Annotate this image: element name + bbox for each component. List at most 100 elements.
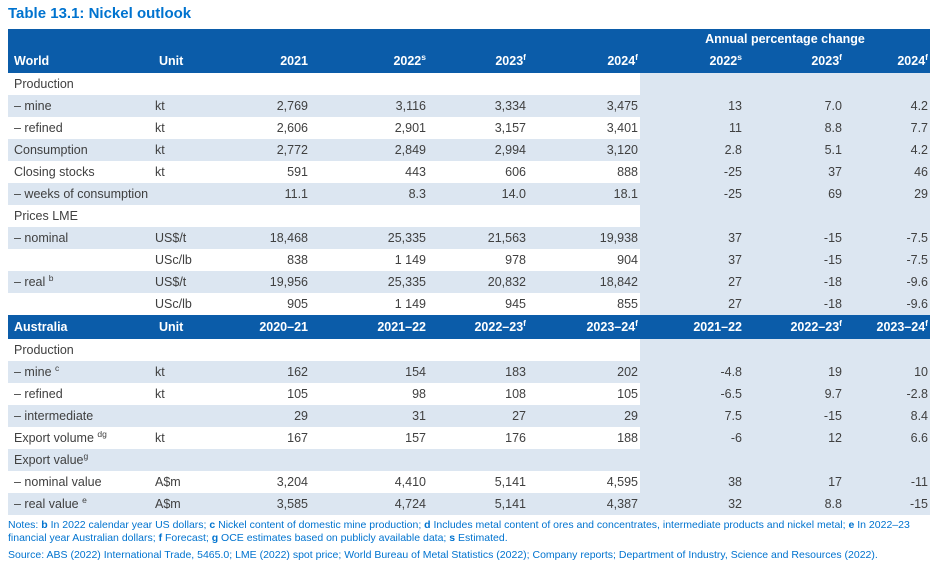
row-label-text: Consumption	[14, 142, 88, 157]
apc-value-text: -6.5	[720, 386, 742, 401]
apc-value-cell: 27	[640, 292, 744, 315]
apc-value-cell	[744, 72, 844, 95]
apc-value-cell: -9.6	[844, 292, 931, 315]
value-cell	[528, 205, 640, 227]
apc-value-text: 29	[914, 186, 929, 201]
unit-text: kt	[155, 120, 165, 135]
value-cell: 4,410	[310, 471, 428, 493]
value-text: 2,901	[394, 120, 426, 135]
apc-value-text: -15	[823, 252, 842, 267]
apc-value-text: 4.2	[910, 142, 929, 157]
table-row: Export volume dg kt 167 157 176 188 -6 12 6.6	[8, 426, 931, 449]
value-cell: 202	[528, 360, 640, 383]
apc-value-cell	[844, 204, 931, 227]
value-text: 108	[505, 386, 526, 401]
apc-value-cell: 9.7	[744, 382, 844, 405]
note-text: Notes:	[8, 518, 42, 531]
apc-value-cell: 2.8	[640, 138, 744, 161]
value-text: 855	[617, 296, 638, 311]
value-cell: 888	[528, 161, 640, 183]
apc-value-cell: -11	[844, 470, 931, 493]
row-label: Production	[8, 73, 153, 95]
value-cell: 3,120	[528, 138, 640, 161]
superscript: f	[839, 317, 842, 328]
value-text: 105	[617, 386, 638, 401]
apc-value-cell: 17	[744, 470, 844, 493]
value-cell: 4,595	[528, 471, 640, 493]
value-cell	[428, 448, 528, 471]
note-text: Includes metal content of ores and conce…	[430, 518, 849, 531]
value-cell: 183	[428, 360, 528, 383]
apc-value-cell	[844, 448, 931, 471]
value-text: 14.0	[501, 186, 526, 201]
value-cell	[528, 448, 640, 471]
row-label-text: – refined	[14, 386, 63, 401]
value-text: 25,335	[387, 230, 426, 245]
value-cell: 3,204	[215, 471, 310, 493]
apc-value-cell: 4.2	[844, 138, 931, 161]
value-cell	[215, 73, 310, 95]
apc-value-text: -7.5	[906, 230, 929, 245]
apc-value-cell	[640, 204, 744, 227]
value-text: 183	[505, 364, 526, 379]
apc-value-text: -7.5	[906, 252, 929, 267]
value-cell: 2,849	[310, 138, 428, 161]
value-text: 19,938	[599, 230, 638, 245]
apc-value-cell: -25	[640, 182, 744, 205]
value-cell	[310, 339, 428, 361]
superscript: dg	[97, 428, 107, 439]
value-cell: 29	[528, 404, 640, 427]
value-cell: 108	[428, 383, 528, 405]
apc-value-cell: 8.4	[844, 404, 931, 427]
value-text: 8.3	[408, 186, 426, 201]
value-cell	[215, 339, 310, 361]
unit-cell	[153, 404, 215, 427]
unit-text: USc/lb	[155, 296, 192, 311]
apc-value-text: 69	[828, 186, 842, 201]
row-label: – real value e	[8, 492, 153, 515]
superscript: c	[55, 362, 60, 373]
apc-value-text: 46	[914, 164, 929, 179]
note-key: b	[41, 518, 48, 531]
value-text: 18.1	[613, 186, 638, 201]
value-cell: 176	[428, 427, 528, 449]
apc-value-text: 2.8	[724, 142, 742, 157]
value-cell: 20,832	[428, 270, 528, 293]
unit-cell	[153, 448, 215, 471]
superscript: s	[737, 51, 742, 62]
apc-value-text: 4.2	[910, 98, 929, 113]
apc-value-cell: 19	[744, 360, 844, 383]
apc-value-text: 7.7	[910, 120, 929, 135]
apc-value-text: -15	[823, 230, 842, 245]
value-cell: 945	[428, 293, 528, 315]
superscript: f	[925, 51, 929, 62]
apc-value-text: -18	[823, 296, 842, 311]
row-label-text: – real value	[14, 496, 83, 511]
apc-group-header: Annual percentage change	[640, 28, 931, 49]
apc-value-cell: -6.5	[640, 382, 744, 405]
apc-value-cell: 69	[744, 182, 844, 205]
table-row: – refined kt 2,606 2,901 3,157 3,401 11 8.8 7.7	[8, 116, 931, 139]
superscript: g	[83, 450, 89, 461]
apc-value-cell	[640, 338, 744, 361]
apc-value-cell: -18	[744, 270, 844, 293]
apc-value-text: 5.1	[824, 142, 842, 157]
subheader-row: Prices LME	[8, 204, 931, 227]
value-text: 978	[505, 252, 526, 267]
value-cell: 14.0	[428, 182, 528, 205]
value-text: 606	[505, 164, 526, 179]
value-cell: 18.1	[528, 182, 640, 205]
unit-text: kt	[155, 386, 165, 401]
value-cell: 1 149	[310, 293, 428, 315]
row-label-text: Production	[14, 342, 74, 357]
source: Source: ABS (2022) International Trade, …	[8, 549, 930, 562]
apc-value-text: -25	[723, 186, 742, 201]
apc-value-text: 7.0	[824, 98, 842, 113]
value-text: 2,849	[394, 142, 426, 157]
value-cell: 167	[215, 427, 310, 449]
apc-value-cell: -15	[744, 404, 844, 427]
value-text: 2,769	[276, 98, 308, 113]
value-cell: 5,141	[428, 492, 528, 515]
apc-value-cell: -18	[744, 292, 844, 315]
apc-value-text: 38	[728, 474, 742, 489]
